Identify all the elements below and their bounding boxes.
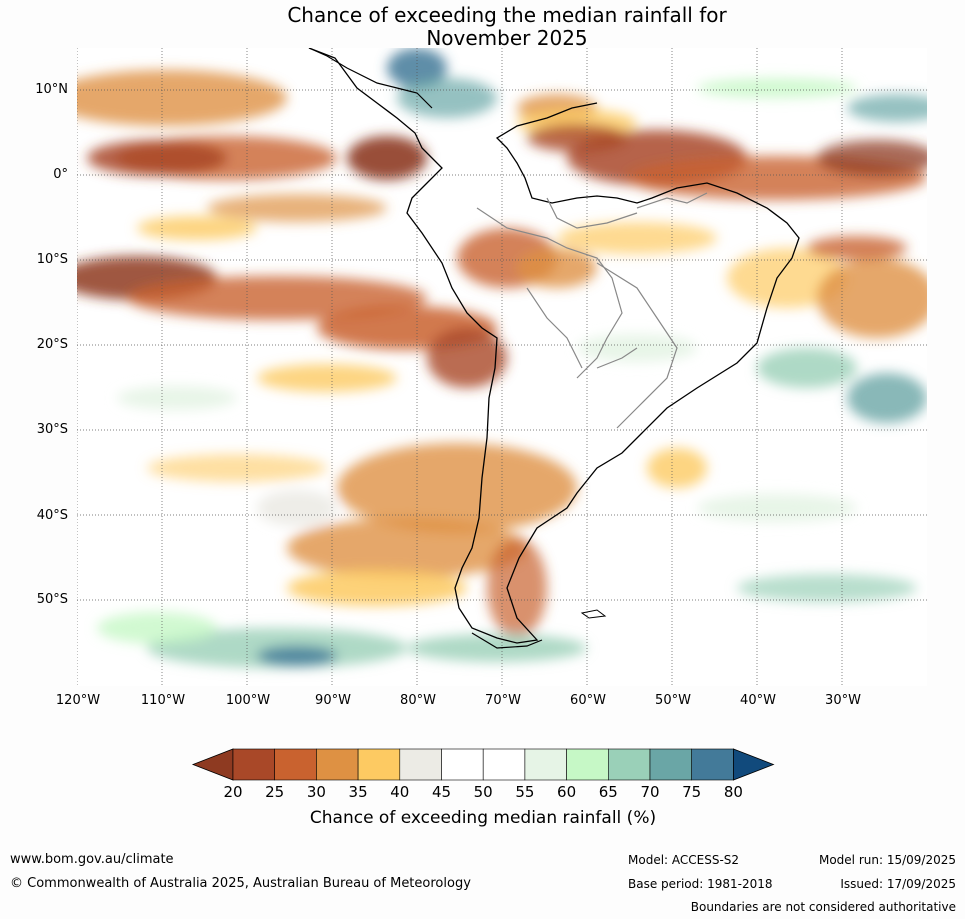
colorbar-tick-label: 80 <box>723 783 743 801</box>
colorbar-tick-label: 75 <box>682 783 702 801</box>
rainfall-shading <box>77 48 927 668</box>
colorbar-tick-label: 65 <box>598 783 618 801</box>
colorbar-bin <box>691 748 734 781</box>
model-run-date: Model run: 15/09/2025 <box>818 853 956 867</box>
lon-label-100w: 100°W <box>225 693 271 708</box>
colorbar-bin <box>232 748 276 781</box>
boundaries-disclaimer: Boundaries are not considered authoritat… <box>690 900 956 914</box>
colorbar-bin <box>607 748 651 781</box>
lat-label-0: 0° <box>53 167 68 182</box>
map-title: Chance of exceeding the median rainfall … <box>0 4 965 50</box>
colorbar-arrow-high <box>733 748 775 781</box>
lon-label-120w: 120°W <box>55 693 101 708</box>
lon-label-110w: 110°W <box>140 693 186 708</box>
lon-label-30w: 30°W <box>825 693 861 708</box>
lon-label-60w: 60°W <box>570 693 606 708</box>
rainfall-probability-map <box>77 48 927 686</box>
map-canvas <box>77 48 927 686</box>
website-link[interactable]: www.bom.gov.au/climate <box>10 852 174 867</box>
lat-label-10s: 10°S <box>36 252 68 267</box>
colorbar-bin <box>441 748 484 781</box>
tierra-del-fuego <box>471 632 543 649</box>
map-title-line2: November 2025 <box>426 26 588 50</box>
colorbar-tick-label: 70 <box>640 783 660 801</box>
model-name: Model: ACCESS-S2 <box>628 853 740 867</box>
issued-date: Issued: 17/09/2025 <box>840 877 956 891</box>
falkland-islands <box>580 609 607 619</box>
lat-label-20s: 20°S <box>36 337 68 352</box>
lon-label-80w: 80°W <box>400 693 436 708</box>
lon-label-40w: 40°W <box>740 693 776 708</box>
colorbar-tick-label: 40 <box>390 783 410 801</box>
colorbar-bin <box>316 748 359 781</box>
lon-label-50w: 50°W <box>655 693 691 708</box>
lat-label-30s: 30°S <box>36 422 68 437</box>
colorbar <box>191 748 775 781</box>
coastline <box>308 48 800 644</box>
colorbar-tick-label: 60 <box>557 783 577 801</box>
colorbar-tick-label: 55 <box>515 783 535 801</box>
lon-label-90w: 90°W <box>315 693 351 708</box>
colorbar-bin <box>482 748 526 781</box>
lat-label-10n: 10°N <box>35 82 68 97</box>
lon-label-70w: 70°W <box>485 693 521 708</box>
colorbar-bin <box>649 748 693 781</box>
central-america-coast <box>308 48 433 109</box>
colorbar-tick-label: 20 <box>223 783 243 801</box>
lat-label-50s: 50°S <box>36 592 68 607</box>
colorbar-bin <box>274 748 317 781</box>
colorbar-tick-label: 45 <box>431 783 452 801</box>
country-borders <box>476 192 708 429</box>
copyright-text: © Commonwealth of Australia 2025, Austra… <box>10 876 471 891</box>
colorbar-bin <box>524 748 567 781</box>
colorbar-tick-label: 35 <box>348 783 368 801</box>
colorbar-bin <box>399 748 442 781</box>
colorbar-tick-label: 50 <box>473 783 493 801</box>
graticule <box>77 48 927 686</box>
map-title-line1: Chance of exceeding the median rainfall … <box>287 3 727 27</box>
colorbar-bin <box>357 748 401 781</box>
colorbar-tick-label: 25 <box>265 783 285 801</box>
colorbar-label: Chance of exceeding median rainfall (%) <box>309 808 657 828</box>
base-period: Base period: 1981-2018 <box>628 877 773 891</box>
colorbar-tick-label: 30 <box>306 783 326 801</box>
lat-label-40s: 40°S <box>36 508 68 523</box>
colorbar-arrow-low <box>191 748 234 781</box>
colorbar-bin <box>566 748 609 781</box>
